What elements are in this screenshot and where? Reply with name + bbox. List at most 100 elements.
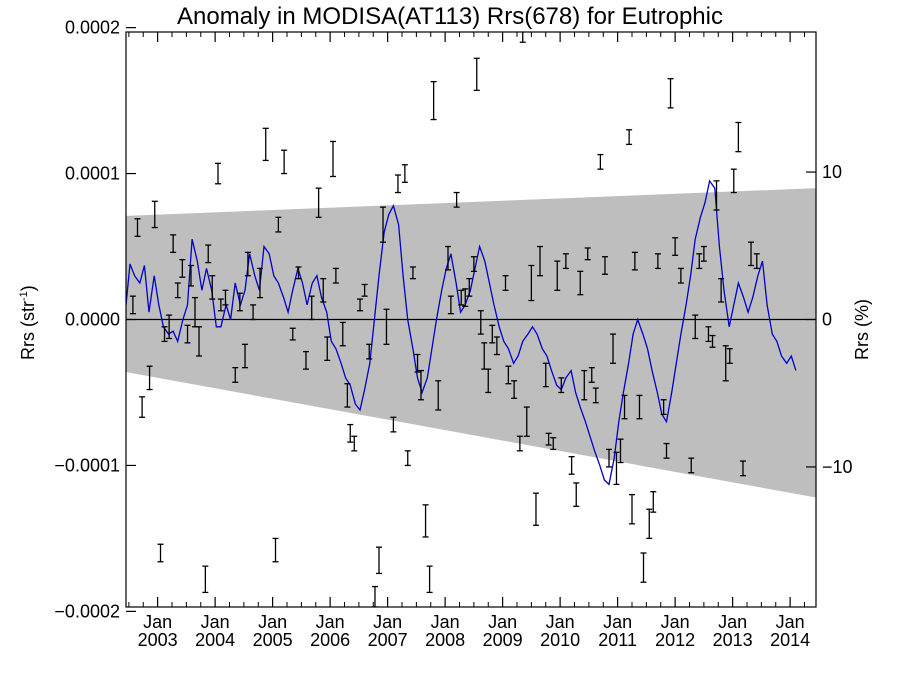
y-axis-right: 10 0 −10 xyxy=(806,162,853,477)
error-bar xyxy=(320,277,327,303)
error-bar xyxy=(242,343,249,369)
x-tick-label-year: 2003 xyxy=(138,630,178,650)
x-tick-label-month: Jan xyxy=(776,612,805,632)
error-bar xyxy=(222,289,229,306)
error-bar xyxy=(146,365,153,391)
error-bar xyxy=(485,368,492,394)
error-bar xyxy=(654,253,661,270)
error-bar xyxy=(187,264,194,287)
error-bar xyxy=(435,380,442,411)
error-bar xyxy=(161,326,168,343)
error-bar xyxy=(351,435,358,452)
error-bar xyxy=(581,369,588,401)
error-bar xyxy=(722,345,729,382)
error-bar xyxy=(332,267,339,284)
error-bar xyxy=(696,253,703,270)
error-bar xyxy=(629,493,635,525)
error-bar xyxy=(677,267,684,284)
error-bar xyxy=(330,140,336,178)
error-bar xyxy=(568,456,575,475)
y-tick-label: 0.0002 xyxy=(65,18,120,38)
error-bar xyxy=(519,32,526,43)
y-axis-title-left-suffix: ) xyxy=(18,285,38,292)
error-bar xyxy=(289,327,296,341)
error-bar xyxy=(730,168,737,194)
error-bar xyxy=(477,310,484,335)
error-bar xyxy=(302,350,309,370)
error-bar xyxy=(422,504,429,538)
y-tick-label: −0.0001 xyxy=(54,455,120,475)
error-bar xyxy=(275,216,282,233)
error-bar xyxy=(357,298,364,312)
error-bar xyxy=(537,245,543,277)
error-bar xyxy=(688,457,695,474)
y-tick-label: −0.0002 xyxy=(54,601,120,621)
error-bar xyxy=(409,266,416,280)
error-bar xyxy=(215,162,221,185)
error-bar xyxy=(262,127,269,162)
error-bar xyxy=(462,288,469,308)
error-bar xyxy=(577,270,584,296)
error-bar xyxy=(705,326,712,343)
error-bar xyxy=(401,164,408,183)
error-bar xyxy=(748,241,755,267)
error-bar xyxy=(601,256,608,275)
x-tick-label-year: 2014 xyxy=(770,630,810,650)
error-bar xyxy=(735,121,742,153)
error-bar xyxy=(718,277,725,303)
error-bar xyxy=(489,324,496,344)
error-bar xyxy=(554,260,561,291)
x-tick-label-month: Jan xyxy=(431,612,460,632)
error-bar xyxy=(324,336,331,362)
error-bar xyxy=(414,353,421,373)
error-bar xyxy=(272,537,279,563)
confidence-band xyxy=(126,188,816,498)
error-bar xyxy=(592,387,599,404)
error-bar xyxy=(339,321,346,347)
band-area xyxy=(126,188,816,498)
error-bar xyxy=(667,78,674,109)
y-tick-label: 0.0000 xyxy=(65,310,120,330)
error-bar xyxy=(597,153,604,170)
error-bar xyxy=(308,295,315,321)
error-bar xyxy=(493,336,500,356)
error-bar xyxy=(315,187,322,218)
error-bar xyxy=(713,180,720,211)
x-tick-label-year: 2013 xyxy=(713,630,753,650)
x-tick-label-month: Jan xyxy=(258,612,287,632)
error-bar xyxy=(447,295,454,315)
error-bar xyxy=(196,326,203,357)
error-bar xyxy=(344,383,351,408)
error-bar xyxy=(236,292,243,312)
x-tick-label-year: 2007 xyxy=(368,630,408,650)
x-tick-label-month: Jan xyxy=(373,612,402,632)
error-bar xyxy=(466,277,473,297)
x-tick-label-month: Jan xyxy=(718,612,747,632)
error-bar xyxy=(663,442,670,459)
error-bar xyxy=(295,266,302,280)
x-tick-label-year: 2010 xyxy=(540,630,580,650)
error-bar xyxy=(753,253,760,270)
error-bar xyxy=(726,348,733,364)
x-tick-label-month: Jan xyxy=(143,612,172,632)
x-tick-label-year: 2009 xyxy=(483,630,523,650)
error-bar xyxy=(376,546,382,575)
error-bar xyxy=(166,314,173,340)
error-bar xyxy=(417,369,424,401)
x-tick-label-year: 2012 xyxy=(655,630,695,650)
error-bar xyxy=(542,362,549,388)
error-bar xyxy=(528,264,535,302)
error-bar xyxy=(470,256,477,272)
error-bar xyxy=(562,253,569,270)
error-bar xyxy=(505,365,512,385)
error-bar xyxy=(445,245,451,271)
error-bar xyxy=(617,438,624,464)
error-bar xyxy=(209,275,216,300)
x-tick-label-year: 2005 xyxy=(253,630,293,650)
error-bar xyxy=(394,174,401,194)
error-bar xyxy=(511,380,518,399)
error-bar xyxy=(179,259,186,278)
error-bar xyxy=(692,314,699,340)
error-bar xyxy=(613,451,620,486)
